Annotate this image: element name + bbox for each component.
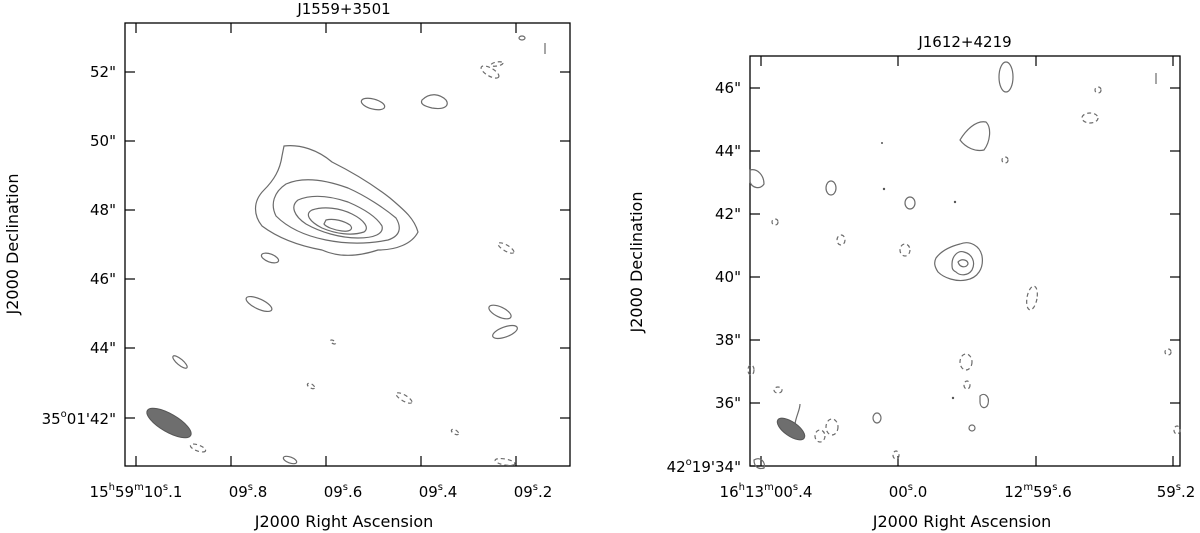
- contour-level-5: [323, 218, 353, 232]
- panel-right-ytick-40: 40": [715, 268, 741, 286]
- panel-left-xtick-1: 09s.8: [229, 482, 268, 501]
- panel-left-beam: [146, 407, 192, 439]
- panel-right-frame: [749, 55, 1181, 467]
- panel-left-noise-contours: [172, 35, 546, 467]
- panel-right-beam: [776, 417, 806, 441]
- panel-left-ytick-44: 44": [90, 339, 116, 357]
- panel-right-xtick-3: 59s.2: [1157, 482, 1196, 501]
- panel-right-ytick-36: 36": [715, 394, 741, 412]
- panel-right-xtick-2: 12m59s.6: [1004, 482, 1071, 501]
- panel-right-y-ticks: [750, 87, 1180, 467]
- panel-left-ytick-48: 48": [90, 201, 116, 219]
- panel-right-ytick-44: 44": [715, 142, 741, 160]
- panel-right-ytick-46: 46": [715, 79, 741, 97]
- panel-right-ytick-origin: 42o19'34": [667, 457, 741, 476]
- panel-left-ytick-origin: 35o01'42": [42, 409, 116, 428]
- contour-level-4: [307, 207, 367, 235]
- panel-left-ytick-46: 46": [90, 270, 116, 288]
- panel-left-title: J1559+3501: [296, 0, 390, 18]
- panel-left-y-ticks: [125, 71, 570, 419]
- panel-left-x-ticks: [135, 23, 517, 466]
- contour-level-1: [254, 145, 419, 256]
- panel-left-ytick-52: 52": [90, 63, 116, 81]
- panel-right-x-ticks: [760, 56, 1174, 466]
- panel-left-xtick-3: 09s.4: [419, 482, 458, 501]
- panel-right-title: J1612+4219: [917, 33, 1011, 51]
- panel-left: J1559+3501 52" 50" 48" 46" 44" 35o01'42"…: [3, 0, 571, 531]
- panel-left-xlabel: J2000 Right Ascension: [254, 512, 434, 531]
- contour-level-2: [272, 179, 400, 244]
- panel-right-noise-contours: [747, 61, 1181, 470]
- panel-right-xtick-origin: 16h13m00s.4: [720, 482, 813, 501]
- panel-right: J1612+4219 46" 44" 42" 40" 38" 36" 42o19…: [627, 33, 1195, 531]
- panel-left-ylabel: J2000 Declination: [3, 174, 22, 316]
- panel-right-ytick-42: 42": [715, 205, 741, 223]
- contour-level-1: [934, 242, 983, 282]
- panel-left-ytick-50: 50": [90, 132, 116, 150]
- panel-left-xtick-origin: 15h59m10s.1: [90, 482, 183, 501]
- panel-left-xtick-4: 09s.2: [514, 482, 553, 501]
- contour-level-3: [293, 195, 383, 239]
- panel-right-contours: [934, 242, 983, 282]
- panel-left-frame: [124, 22, 571, 467]
- contour-level-2: [951, 251, 975, 276]
- panel-right-ytick-38: 38": [715, 331, 741, 349]
- panel-left-contours: [254, 145, 419, 256]
- panel-right-ylabel: J2000 Declination: [627, 192, 646, 334]
- panel-right-xtick-1: 00s.0: [889, 482, 928, 501]
- panel-left-xtick-2: 09s.6: [324, 482, 363, 501]
- panel-right-xlabel: J2000 Right Ascension: [872, 512, 1052, 531]
